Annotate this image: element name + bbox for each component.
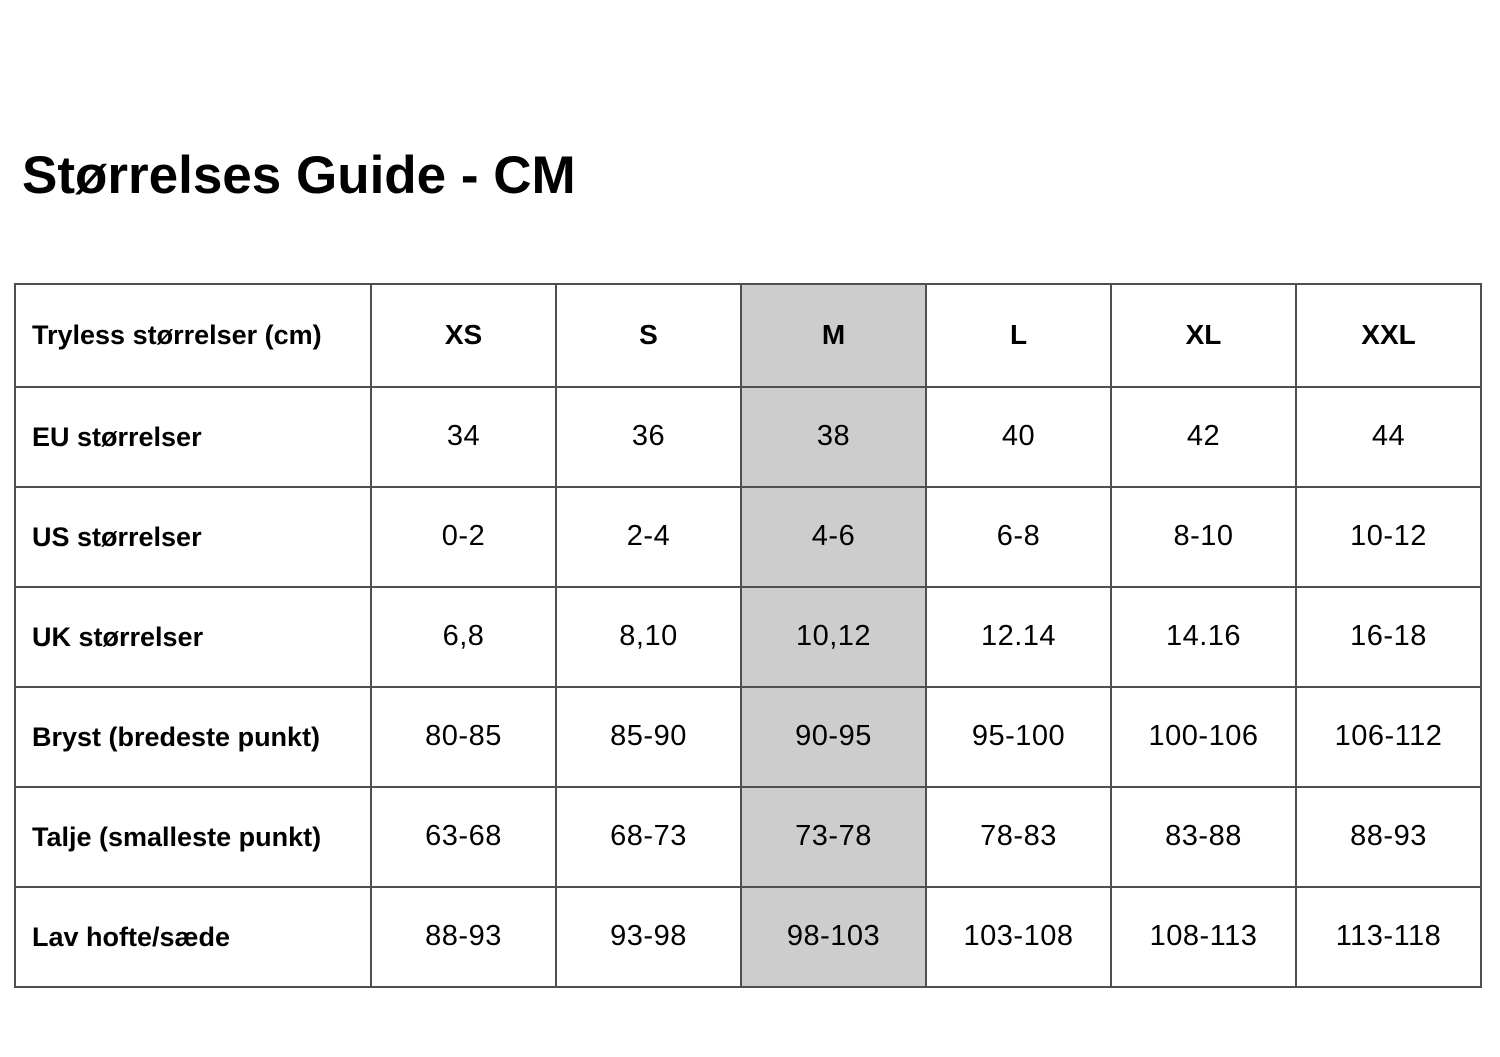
table-cell: 6,8	[370, 585, 557, 688]
row-label: Bryst (bredeste punkt)	[14, 685, 372, 788]
table-cell: 40	[925, 385, 1112, 488]
size-guide-table: Tryless størrelser (cm) XS S M L XL XXL …	[14, 282, 1482, 988]
row-label: UK størrelser	[14, 585, 372, 688]
row-label: Lav hofte/sæde	[14, 885, 372, 988]
table-cell: 83-88	[1110, 785, 1297, 888]
table-cell: 90-95	[740, 685, 927, 788]
table-cell: 0-2	[370, 485, 557, 588]
table-cell: 113-118	[1295, 885, 1482, 988]
table-cell: 44	[1295, 385, 1482, 488]
table-cell: 73-78	[740, 785, 927, 888]
table-cell: 98-103	[740, 885, 927, 988]
table-cell: 10-12	[1295, 485, 1482, 588]
table-row-uk-sizes: UK størrelser 6,8 8,10 10,12 12.14 14.16…	[14, 585, 1482, 688]
table-cell: 12.14	[925, 585, 1112, 688]
table-cell: 8-10	[1110, 485, 1297, 588]
header-size-m: M	[740, 282, 927, 388]
table-cell: 80-85	[370, 685, 557, 788]
table-cell: 36	[555, 385, 742, 488]
header-size-xs: XS	[370, 282, 557, 388]
table-row-us-sizes: US størrelser 0-2 2-4 4-6 6-8 8-10 10-12	[14, 485, 1482, 588]
header-size-s: S	[555, 282, 742, 388]
table-cell: 108-113	[1110, 885, 1297, 988]
table-cell: 16-18	[1295, 585, 1482, 688]
table-cell: 78-83	[925, 785, 1112, 888]
table-cell: 85-90	[555, 685, 742, 788]
header-label-cell: Tryless størrelser (cm)	[14, 282, 372, 388]
header-size-l: L	[925, 282, 1112, 388]
table-cell: 34	[370, 385, 557, 488]
table-cell: 100-106	[1110, 685, 1297, 788]
table-cell: 4-6	[740, 485, 927, 588]
table-cell: 88-93	[1295, 785, 1482, 888]
table-cell: 2-4	[555, 485, 742, 588]
table-header-row: Tryless størrelser (cm) XS S M L XL XXL	[14, 282, 1482, 388]
table-cell: 63-68	[370, 785, 557, 888]
table-cell: 14.16	[1110, 585, 1297, 688]
table-row-waist: Talje (smalleste punkt) 63-68 68-73 73-7…	[14, 785, 1482, 888]
header-size-xxl: XXL	[1295, 282, 1482, 388]
table-cell: 93-98	[555, 885, 742, 988]
table-cell: 88-93	[370, 885, 557, 988]
table-row-chest: Bryst (bredeste punkt) 80-85 85-90 90-95…	[14, 685, 1482, 788]
table-cell: 6-8	[925, 485, 1112, 588]
table-cell: 103-108	[925, 885, 1112, 988]
table-cell: 38	[740, 385, 927, 488]
header-size-xl: XL	[1110, 282, 1297, 388]
row-label: US størrelser	[14, 485, 372, 588]
table-cell: 42	[1110, 385, 1297, 488]
table-cell: 68-73	[555, 785, 742, 888]
table-cell: 10,12	[740, 585, 927, 688]
row-label: Talje (smalleste punkt)	[14, 785, 372, 888]
table-row-eu-sizes: EU størrelser 34 36 38 40 42 44	[14, 385, 1482, 488]
table-cell: 95-100	[925, 685, 1112, 788]
table-cell: 8,10	[555, 585, 742, 688]
page-title: Størrelses Guide - CM	[22, 146, 576, 205]
table-cell: 106-112	[1295, 685, 1482, 788]
row-label: EU størrelser	[14, 385, 372, 488]
table-row-low-hip: Lav hofte/sæde 88-93 93-98 98-103 103-10…	[14, 885, 1482, 988]
